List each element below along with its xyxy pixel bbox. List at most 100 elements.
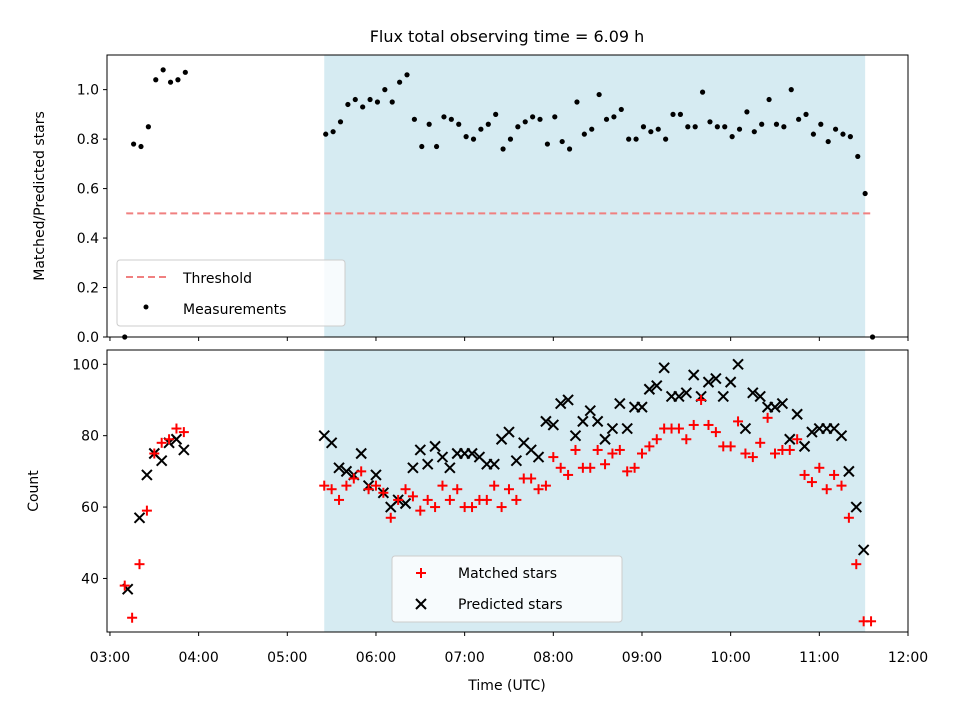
measurement-point — [855, 153, 861, 160]
measurement-point — [810, 131, 817, 137]
matched-star-point — [866, 616, 877, 627]
measurement-point — [751, 129, 757, 135]
matched-star-point — [799, 469, 810, 480]
measurement-point — [699, 89, 706, 95]
x-tick-label: 05:00 — [267, 650, 307, 666]
matched-star-point — [156, 437, 167, 448]
matched-star-point — [814, 462, 825, 473]
bottom-legend-box — [391, 555, 623, 623]
bottom-y-axis-label: Count — [26, 470, 42, 512]
predicted-star-point — [488, 458, 500, 470]
matched-star-point — [681, 434, 692, 445]
matched-star-point — [540, 480, 551, 491]
matched-star-point — [733, 416, 744, 427]
measurement-point — [781, 124, 787, 130]
predicted-star-point — [732, 358, 744, 370]
predicted-star-point — [554, 397, 567, 410]
predicted-star-point — [325, 437, 338, 449]
matched-star-point — [503, 484, 514, 495]
matched-star-point — [636, 448, 647, 459]
predicted-star-point — [436, 451, 449, 463]
measurement-point — [352, 96, 358, 103]
matched-star-point — [444, 494, 455, 505]
measurement-point — [744, 109, 750, 115]
predicted-star-point — [333, 462, 345, 474]
measurement-point — [433, 143, 440, 150]
x-axis-label: Time (UTC) — [467, 678, 545, 694]
predicted-star-point — [569, 429, 582, 442]
matched-star-point — [600, 459, 611, 470]
predicted-star-point — [702, 376, 715, 388]
bottom-y-tick-label: 80 — [81, 429, 99, 445]
measurement-point — [493, 111, 499, 117]
x-tick-label: 07:00 — [444, 650, 484, 666]
predicted-star-point — [510, 454, 523, 467]
measurement-point — [648, 129, 654, 135]
measurement-point — [692, 124, 698, 130]
measurement-point — [470, 136, 477, 142]
measurement-point — [131, 141, 137, 147]
matched-star-point — [407, 491, 418, 502]
measurement-point — [596, 91, 602, 98]
predicted-star-point — [370, 469, 382, 481]
measurement-point — [766, 96, 772, 103]
legend-matched-marker — [416, 568, 426, 578]
predicted-star-point — [784, 433, 796, 445]
matched-star-point — [356, 466, 367, 477]
matched-star-point — [171, 423, 182, 434]
measurement-point — [404, 72, 410, 78]
x-tick-label: 09:00 — [622, 650, 662, 666]
matched-star-point — [141, 505, 152, 516]
predicted-star-point — [614, 397, 626, 410]
measurement-point — [788, 87, 794, 93]
predicted-star-point — [466, 447, 478, 460]
top-y-ticks: 0.0 0.2 0.4 0.6 0.8 1.0 — [77, 83, 107, 346]
measurement-point — [640, 124, 647, 130]
measurement-point — [515, 124, 521, 130]
top-y-tick-label: 0.2 — [77, 281, 99, 297]
matched-star-point — [452, 484, 463, 495]
top-y-tick-label: 1.0 — [77, 83, 99, 99]
measurement-point — [685, 124, 691, 130]
x-tick-label: 04:00 — [178, 650, 218, 666]
top-axes-frame — [106, 54, 909, 338]
bottom-y-ticks: 40 60 80 100 — [72, 357, 107, 587]
measurement-point — [862, 190, 868, 197]
matched-star-point — [127, 612, 138, 623]
measurement-point — [426, 121, 432, 127]
measurement-point — [138, 143, 144, 150]
measurement-point — [773, 121, 780, 127]
bottom-legend: Matched stars Predicted stars — [391, 555, 623, 623]
x-tick-label: 03:00 — [90, 650, 130, 666]
matched-star-point — [762, 412, 773, 423]
matched-star-point — [585, 462, 596, 473]
matched-star-point — [555, 462, 566, 473]
predicted-star-point — [503, 426, 515, 438]
matched-star-point — [614, 444, 625, 455]
measurement-point — [655, 126, 661, 132]
matched-star-point — [348, 473, 359, 484]
bottom-y-tick-label: 40 — [81, 571, 99, 587]
predicted-star-point — [798, 440, 811, 453]
measurement-point — [803, 111, 809, 117]
matched-star-point — [851, 559, 862, 570]
matched-star-point — [119, 580, 130, 591]
predicted-star-point — [806, 426, 818, 438]
predicted-star-point — [688, 369, 700, 381]
matched-star-point — [622, 466, 633, 477]
top-y-axis-label: Matched/Predicted stars — [32, 111, 48, 281]
measurement-point — [530, 114, 536, 120]
predicted-star-point — [710, 372, 722, 385]
predicted-star-point — [791, 408, 803, 420]
measurement-point — [175, 77, 181, 83]
measurement-point — [729, 134, 735, 140]
measurement-point — [714, 124, 720, 130]
measurement-point — [345, 101, 351, 108]
predicted-star-point — [673, 390, 685, 403]
matched-star-point — [725, 441, 736, 452]
measurement-point — [397, 79, 403, 85]
matched-star-point — [422, 494, 433, 505]
top-panel: 0.0 0.2 0.4 0.6 0.8 1.0 Matched/Predicted sta… — [32, 54, 909, 346]
predicted-star-point — [680, 387, 693, 399]
